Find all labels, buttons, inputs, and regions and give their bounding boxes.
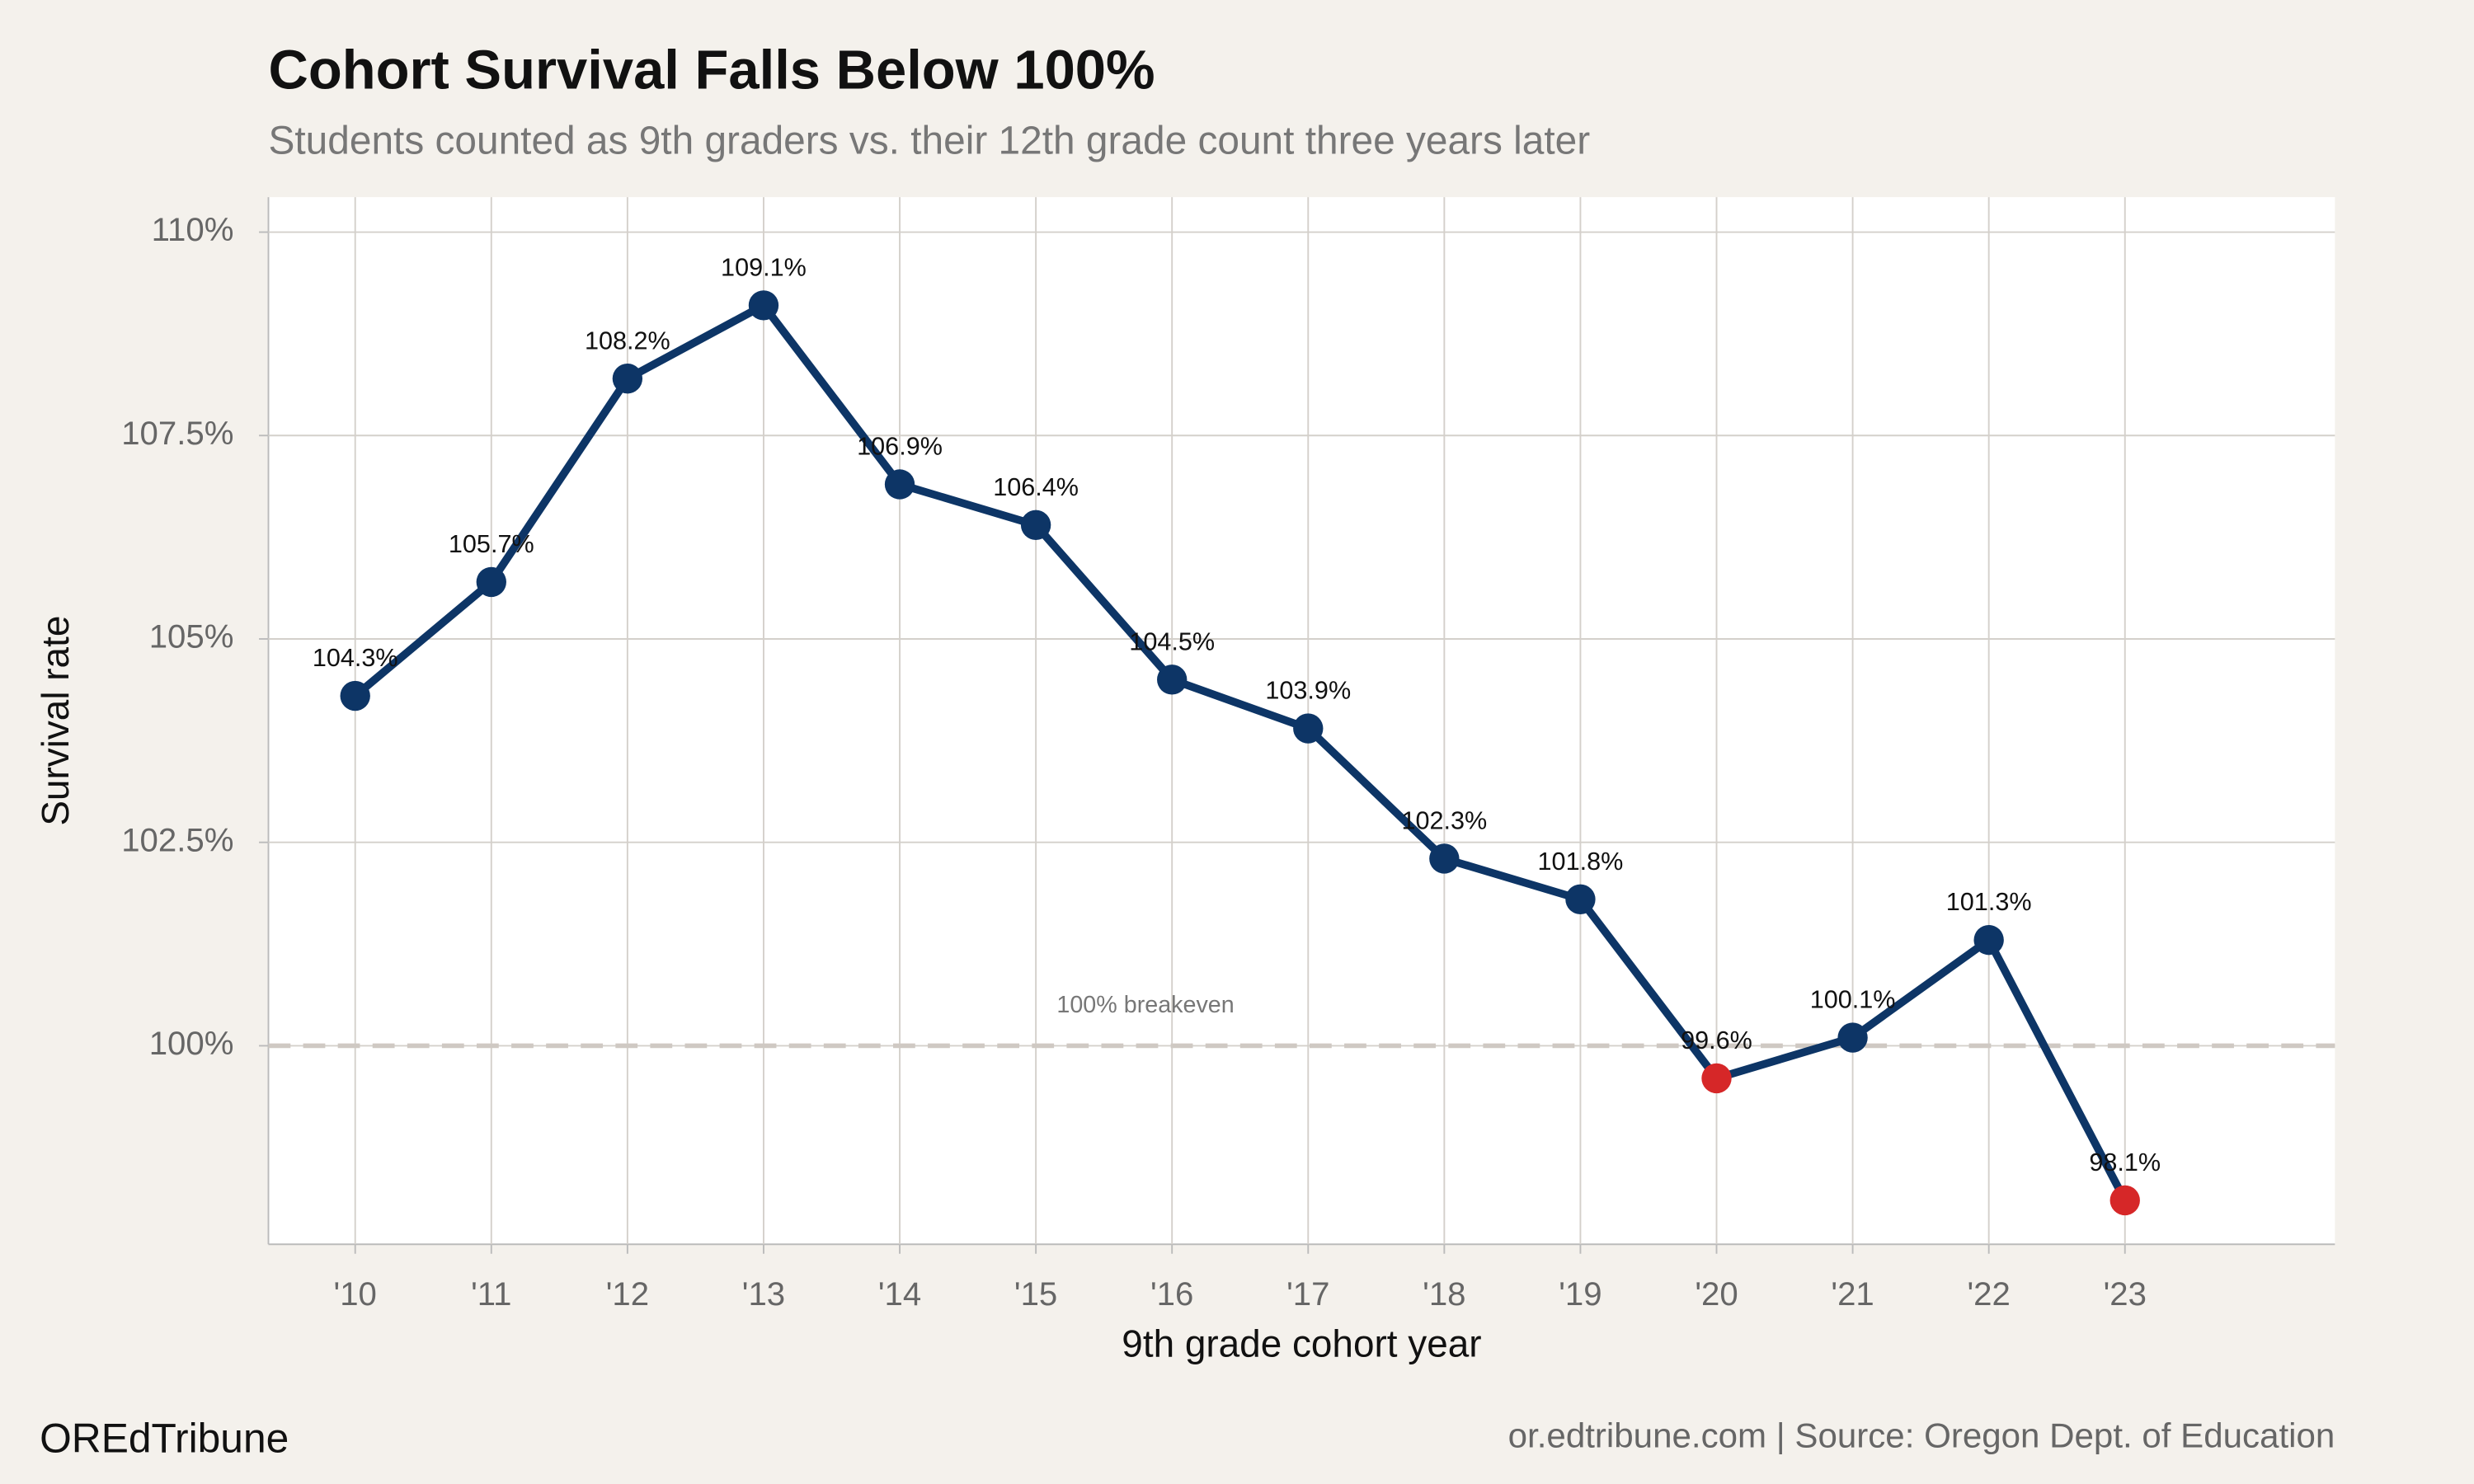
data-label: 103.9% <box>1265 677 1351 705</box>
x-tick-label: '19 <box>1559 1275 1602 1313</box>
chart-title: Cohort Survival Falls Below 100% <box>269 40 1155 101</box>
data-label: 102.3% <box>1401 807 1487 835</box>
x-tick-label: '18 <box>1423 1275 1465 1313</box>
x-tick-label: '23 <box>2104 1275 2147 1313</box>
x-tick-label: '13 <box>742 1275 785 1313</box>
footer-brand: OREdTribune <box>40 1415 289 1461</box>
point <box>612 364 643 394</box>
x-tick-label: '22 <box>1967 1275 2010 1313</box>
reference-label: 100% breakeven <box>1056 992 1234 1018</box>
y-axis-title: Survival rate <box>34 616 77 826</box>
data-label: 99.6% <box>1681 1026 1752 1054</box>
x-tick-label: '17 <box>1286 1275 1329 1313</box>
point <box>1565 884 1596 914</box>
data-label: 104.5% <box>1129 627 1215 655</box>
point <box>1701 1063 1732 1094</box>
data-label: 108.2% <box>585 326 670 355</box>
data-label: 105.7% <box>449 530 534 558</box>
x-tick-label: '12 <box>606 1275 649 1313</box>
data-label: 104.3% <box>313 644 398 672</box>
point <box>1293 713 1324 744</box>
x-tick-label: '21 <box>1831 1275 1874 1313</box>
x-tick-label: '10 <box>334 1275 377 1313</box>
data-label: 101.8% <box>1538 848 1624 876</box>
x-axis-title: 9th grade cohort year <box>1122 1322 1481 1365</box>
chart-subtitle: Students counted as 9th graders vs. thei… <box>269 120 1591 163</box>
data-label: 106.9% <box>857 433 943 461</box>
point <box>1020 510 1051 540</box>
line <box>352 301 2128 1203</box>
x-tick-label: '14 <box>878 1275 921 1313</box>
data-label: 109.1% <box>721 253 807 281</box>
point <box>1157 665 1188 695</box>
data-label: 101.3% <box>1946 888 2032 916</box>
data-label: 100.1% <box>1810 986 1896 1014</box>
point <box>884 469 915 500</box>
x-tick-label: '16 <box>1150 1275 1193 1313</box>
x-tick-label: '11 <box>471 1275 511 1313</box>
point <box>2109 1185 2140 1216</box>
x-tick-label: '20 <box>1695 1275 1738 1313</box>
point <box>340 680 370 711</box>
point <box>1973 924 2004 956</box>
x-tick-label: '15 <box>1014 1275 1057 1313</box>
point <box>476 566 506 598</box>
y-tick-label: 107.5% <box>121 415 233 452</box>
footer-source: or.edtribune.com | Source: Oregon Dept. … <box>1508 1416 2335 1455</box>
data-label: 106.4% <box>993 473 1079 501</box>
y-tick-label: 105% <box>149 618 234 655</box>
point <box>748 290 779 321</box>
y-tick-label: 100% <box>149 1025 234 1062</box>
y-tick-label: 110% <box>152 211 234 248</box>
data-label: 98.1% <box>2089 1148 2161 1176</box>
point <box>1429 843 1460 874</box>
point <box>1837 1022 1868 1053</box>
y-tick-label: 102.5% <box>121 821 233 858</box>
